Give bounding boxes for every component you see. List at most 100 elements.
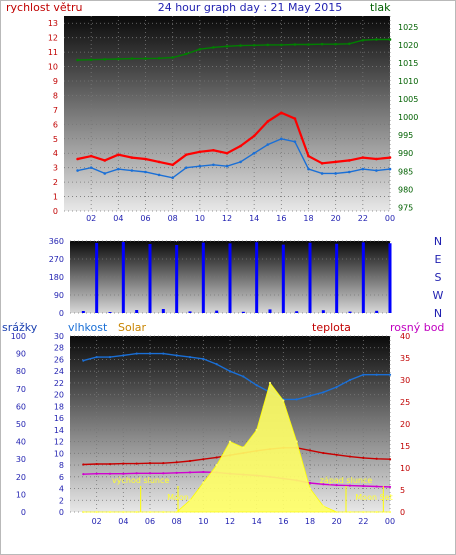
temperature-point: [388, 458, 392, 461]
temperature-point: [108, 462, 112, 466]
gust-point: [252, 134, 256, 138]
climate-left-tick: 18: [54, 402, 64, 411]
dewpoint-point: [162, 472, 165, 475]
climate-left-tick: 10: [54, 449, 64, 458]
humidity-point: [348, 378, 352, 382]
climate-hour-tick: 22: [358, 517, 368, 526]
pressure-tick: 1025: [398, 23, 418, 32]
climate-left-tick: 6: [59, 473, 64, 482]
wind-series: [76, 38, 392, 180]
humidity-point: [148, 352, 152, 355]
humidity-line: [83, 352, 390, 401]
pressure-point: [252, 43, 256, 47]
temperature-tick: 30: [400, 376, 410, 385]
pressure-tick: 990: [398, 149, 413, 158]
average-point: [144, 170, 147, 174]
humidity-point: [202, 357, 205, 360]
solar-point: [188, 499, 192, 502]
solar-point: [95, 510, 98, 514]
sun-moon-annotations: východ slunce západ slunce Moon Moon Set: [112, 476, 393, 512]
average-point: [76, 169, 79, 172]
dewpoint-point: [135, 472, 138, 475]
pressure-point: [307, 43, 310, 46]
wind-speed-tick: 1: [53, 193, 58, 202]
temperature-point: [82, 463, 85, 466]
pressure-point: [347, 42, 351, 46]
rain-scale-tick: 90: [16, 350, 26, 359]
average-point: [89, 166, 93, 169]
average-point: [293, 140, 297, 143]
wind-speed-tick: 6: [53, 120, 58, 129]
rain-scale-tick: 40: [16, 438, 26, 447]
pressure-tick: 1020: [398, 41, 418, 50]
average-point: [103, 172, 107, 175]
gust-point: [157, 160, 161, 164]
average-point: [266, 143, 270, 146]
solar-point: [268, 381, 272, 385]
solar-point: [162, 510, 165, 514]
average-point: [225, 164, 229, 168]
hour-tick: 20: [331, 214, 341, 223]
rain-scale-tick: 0: [21, 508, 26, 517]
pressure-point: [293, 43, 297, 46]
humidity-point: [255, 384, 258, 387]
compass-label: N: [434, 307, 442, 320]
solar-point: [82, 510, 85, 514]
dewpoint-point: [188, 471, 192, 474]
gust-point: [130, 156, 134, 159]
pressure-point: [184, 52, 188, 56]
hour-tick: 04: [113, 214, 123, 223]
average-line: [77, 138, 391, 179]
pressure-point: [103, 58, 107, 61]
wind-speed-tick: 9: [53, 77, 58, 86]
climate-left-tick: 0: [59, 508, 64, 517]
average-point: [307, 167, 310, 171]
humidity-point: [175, 354, 178, 357]
average-point: [361, 167, 365, 171]
climate-hour-tick: 06: [145, 517, 155, 526]
solar-point: [228, 440, 232, 443]
temperature-point: [202, 458, 205, 461]
average-point: [239, 160, 242, 164]
solar-point: [202, 481, 205, 484]
gust-point: [89, 154, 93, 158]
gust-point: [347, 159, 351, 162]
solar-point: [375, 510, 378, 514]
pressure-ticks: 975 980 985 990 995 1000 1005 1010 1015 1020 1025: [398, 23, 418, 213]
solar-point: [122, 510, 125, 514]
gust-point: [375, 157, 378, 161]
hour-tick: 16: [276, 214, 286, 223]
climate-hour-tick: 18: [305, 517, 315, 526]
average-point: [157, 173, 161, 177]
wind-speed-tick: 12: [48, 34, 58, 43]
gust-point: [76, 157, 79, 161]
humidity-point: [188, 356, 192, 359]
climate-hour-tick: 04: [118, 517, 128, 526]
wind-speed-tick: 7: [53, 106, 58, 115]
temperature-point: [122, 462, 125, 465]
temperature-point: [375, 457, 378, 460]
wind-speed-tick: 5: [53, 135, 58, 144]
compass-label: N: [434, 235, 442, 248]
temperature-point: [162, 462, 165, 465]
direction-degree-tick: 90: [54, 291, 64, 300]
climate-hour-tick: 20: [332, 517, 342, 526]
temperature-point: [148, 462, 152, 465]
average-point: [320, 172, 324, 175]
pressure-point: [266, 43, 270, 47]
solar-point: [242, 446, 245, 449]
pressure-point: [388, 38, 392, 41]
gust-point: [103, 159, 107, 162]
pressure-point: [212, 46, 215, 49]
solar-point: [362, 510, 365, 514]
pressure-tick: 1015: [398, 59, 418, 68]
dewpoint-point: [308, 481, 312, 485]
climate-left-tick: 14: [54, 426, 64, 435]
pressure-point: [198, 47, 202, 51]
average-point: [171, 176, 174, 180]
dewpoint-label: rosný bod: [390, 321, 444, 334]
temperature-tick: 0: [400, 508, 405, 517]
climate-hour-tick: 16: [278, 517, 288, 526]
